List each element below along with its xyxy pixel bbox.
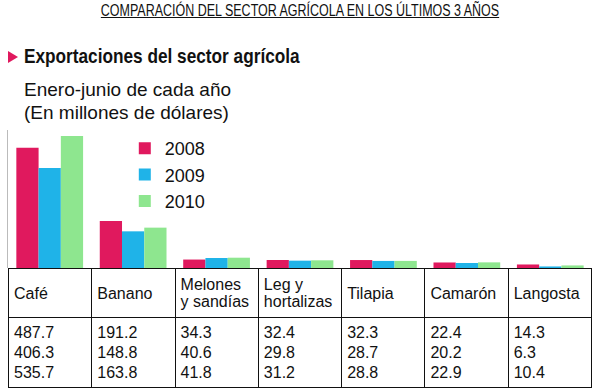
html-text:Café: Café xyxy=(14,284,48,302)
html-text:22.4: 22.4 xyxy=(430,323,462,341)
html-text:163.8: 163.8 xyxy=(97,363,138,381)
html-text:32.4: 32.4 xyxy=(263,323,295,341)
html-text:34.3: 34.3 xyxy=(180,323,212,341)
html-text:Exportaciones del sector agríc: Exportaciones del sector agrícola xyxy=(24,44,300,67)
html-text:Banano: Banano xyxy=(97,284,153,302)
html-text:535.7: 535.7 xyxy=(14,363,54,381)
html-text:29.8: 29.8 xyxy=(263,343,295,361)
html-text:148.8: 148.8 xyxy=(97,343,138,361)
html-text:28.8: 28.8 xyxy=(347,363,379,381)
html-text:Leg y hortalizas: Leg y hortalizas xyxy=(263,276,333,310)
html-text:31.2: 31.2 xyxy=(263,363,295,381)
svg-text:2008: 2008 xyxy=(165,139,205,159)
html-text:191.2: 191.2 xyxy=(97,323,138,341)
html-text:Camarón: Camarón xyxy=(430,284,497,302)
html-text:(En millones de dólares): (En millones de dólares) xyxy=(24,102,229,123)
html-text:40.6: 40.6 xyxy=(180,343,212,361)
html-text:6.3: 6.3 xyxy=(513,343,536,361)
html-text:14.3: 14.3 xyxy=(513,323,545,341)
html-text:406.3: 406.3 xyxy=(14,343,54,361)
html-text:41.8: 41.8 xyxy=(180,363,212,381)
html-text:Melones y sandías: Melones y sandías xyxy=(180,276,249,310)
html-text:Tilapia: Tilapia xyxy=(347,284,394,302)
svg-text:2010: 2010 xyxy=(165,192,205,212)
html-text:10.4: 10.4 xyxy=(513,363,545,381)
html-text:487.7: 487.7 xyxy=(14,323,54,341)
html-text:28.7: 28.7 xyxy=(347,343,379,361)
svg-text:2009: 2009 xyxy=(165,166,205,186)
html-text:COMPARACIÓN DEL SECTOR AGRÍCOL: COMPARACIÓN DEL SECTOR AGRÍCOLA EN LOS Ú… xyxy=(100,2,500,19)
html-text:32.3: 32.3 xyxy=(347,323,379,341)
html-text:Langosta: Langosta xyxy=(513,284,580,302)
html-text:20.2: 20.2 xyxy=(430,343,462,361)
html-text:Enero-junio de cada año: Enero-junio de cada año xyxy=(24,79,231,100)
html-text:22.9: 22.9 xyxy=(430,363,462,381)
